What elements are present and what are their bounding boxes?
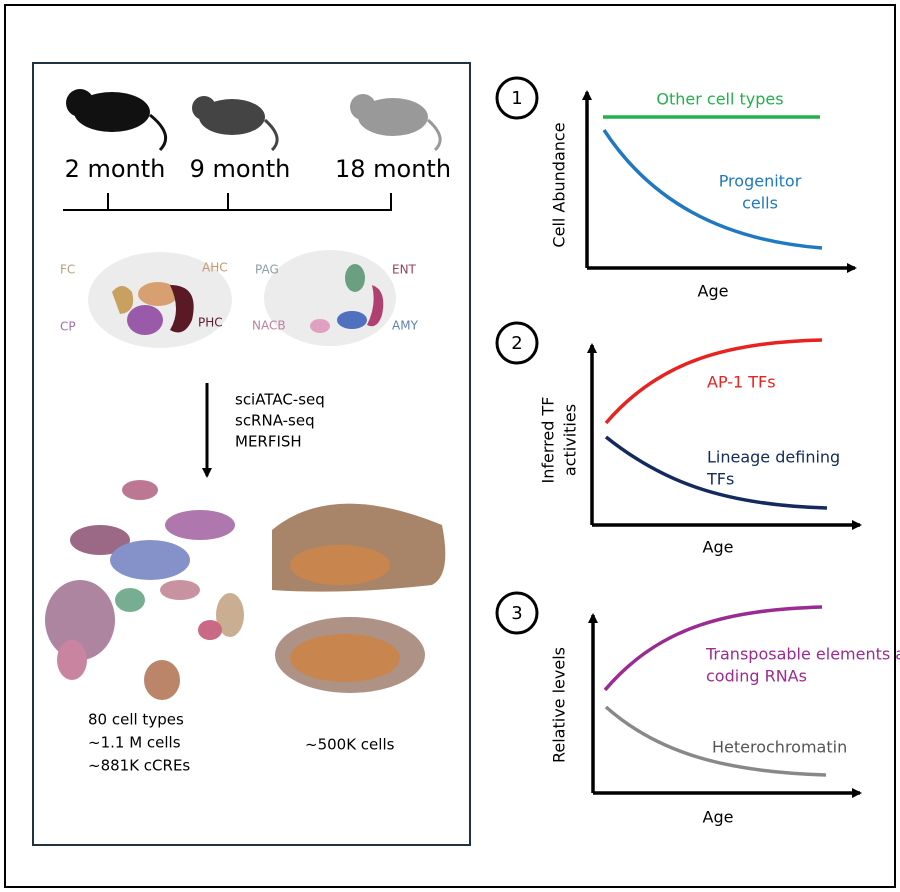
method-label: sciATAC-seq — [235, 391, 325, 409]
x-axis-label: Age — [698, 282, 729, 301]
left-panel — [32, 62, 471, 846]
y-axis-label: activities — [561, 404, 580, 476]
curve-label: Progenitor — [719, 172, 802, 191]
method-label: scRNA-seq — [235, 412, 315, 430]
region-label: PHC — [198, 316, 223, 330]
curve-label: coding RNAs — [706, 667, 807, 686]
curve-label: Transposable elements and non- — [705, 645, 900, 664]
right-panels — [495, 76, 862, 798]
region-label: AHC — [202, 261, 228, 275]
mouse-icons — [66, 89, 442, 152]
stat-label: 80 cell types — [88, 711, 184, 729]
timepoint-label: 9 month — [190, 155, 291, 183]
panel-number: 3 — [511, 603, 522, 624]
panel-number: 1 — [511, 88, 522, 109]
stat-label: ~500K cells — [305, 736, 395, 754]
y-axis-label: Inferred TF — [539, 397, 558, 484]
region-label: NACB — [252, 319, 286, 333]
x-axis-label: Age — [703, 538, 734, 557]
region-label: AMY — [392, 319, 419, 333]
region-label: PAG — [255, 263, 279, 277]
stat-label: ~881K cCREs — [88, 757, 190, 775]
curve-label: Lineage defining — [707, 448, 840, 467]
curve-label: Heterochromatin — [712, 738, 847, 757]
curve-label: Other cell types — [656, 90, 783, 109]
region-label: ENT — [392, 263, 417, 277]
region-label: CP — [60, 320, 76, 334]
region-label: FC — [60, 263, 75, 277]
timepoint-label: 18 month — [335, 155, 451, 183]
timepoint-label: 2 month — [65, 155, 166, 183]
x-axis-label: Age — [703, 808, 734, 827]
timeline — [63, 193, 392, 211]
method-label: MERFISH — [235, 433, 302, 451]
curve-label: TFs — [706, 470, 734, 489]
y-axis-label: Cell Abundance — [550, 122, 569, 247]
y-axis-label: Relative levels — [550, 647, 569, 763]
stat-label: ~1.1 M cells — [88, 734, 181, 752]
umap-and-tissue — [45, 480, 446, 700]
panel-number: 2 — [511, 333, 522, 354]
curve-label: AP-1 TFs — [707, 373, 776, 392]
brain-illustrations — [88, 250, 396, 348]
curve-label: cells — [742, 194, 778, 213]
